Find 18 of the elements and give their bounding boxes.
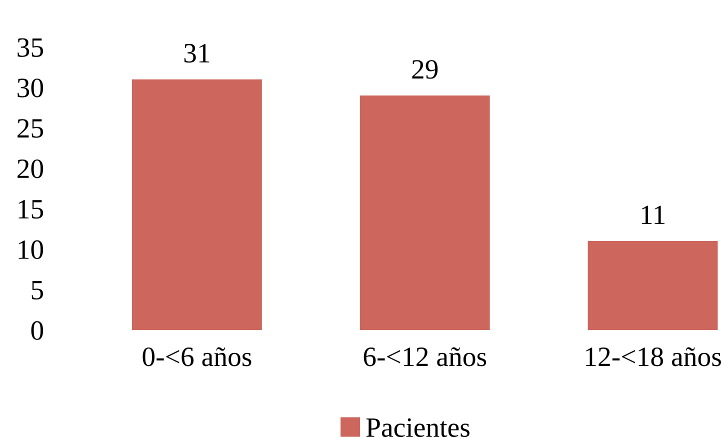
data-label: 29 xyxy=(412,60,438,79)
y-tick-label: 5 xyxy=(32,281,44,300)
x-tick-label: 0-<6 años xyxy=(142,347,252,366)
legend-label: Pacientes xyxy=(366,418,470,437)
bar xyxy=(588,241,718,330)
y-tick-label: 35 xyxy=(18,38,44,57)
y-tick-label: 0 xyxy=(31,321,44,340)
data-label: 11 xyxy=(642,206,664,224)
y-tick-label: 30 xyxy=(18,78,44,98)
bar xyxy=(360,96,490,330)
bar xyxy=(132,79,262,330)
y-tick-label: 10 xyxy=(18,240,44,260)
x-tick-label: 6-<12 años xyxy=(364,347,486,366)
y-tick-label: 20 xyxy=(18,159,44,178)
x-tick-label: 12-<18 años xyxy=(586,347,721,366)
y-tick-label: 25 xyxy=(18,119,44,138)
y-tick-label: 15 xyxy=(18,200,44,219)
data-label: 31 xyxy=(184,44,210,63)
